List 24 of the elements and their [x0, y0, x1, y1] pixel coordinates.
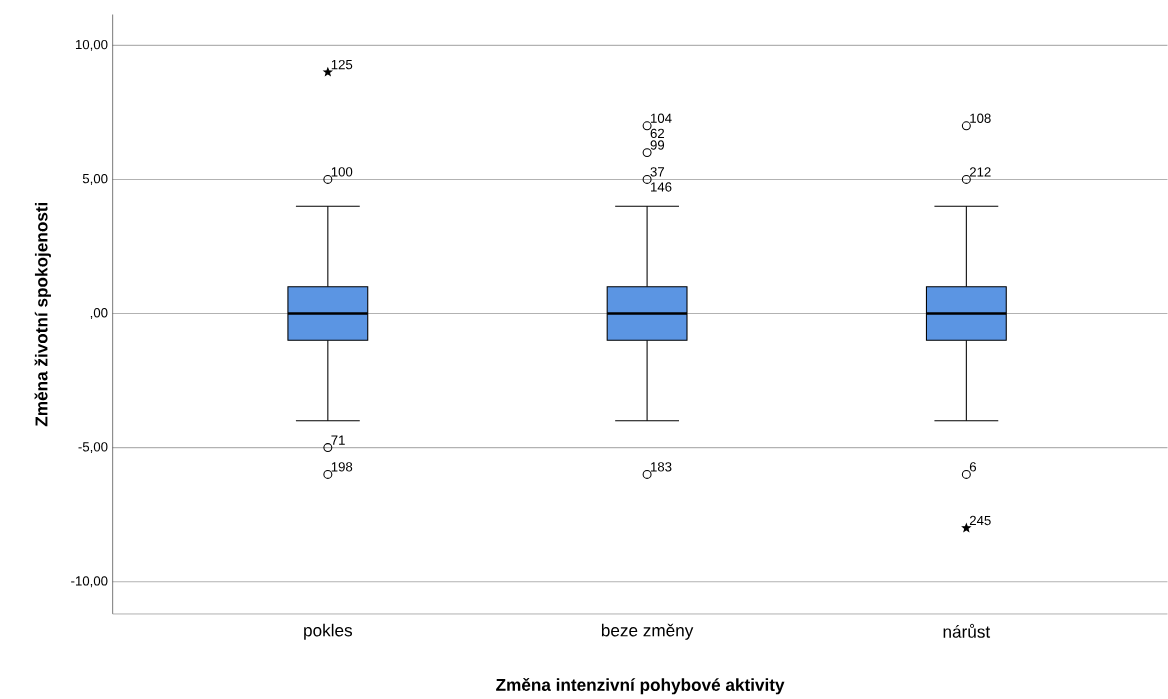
annotation: 245	[969, 515, 991, 526]
annotation: 6	[969, 462, 977, 472]
y-axis-title: Změna životní spokojenosti	[34, 203, 51, 427]
annotation: 71	[331, 435, 345, 445]
annotation: 212	[969, 167, 991, 177]
y-tick-label: 5,00	[82, 174, 108, 186]
x-tick-label: beze změny	[601, 623, 694, 640]
annotation: 125	[331, 60, 353, 70]
x-tick-label: nárůst	[943, 623, 991, 638]
annotation: 99	[650, 140, 665, 150]
annotation: 37	[650, 167, 665, 177]
annotation: 104	[651, 113, 672, 124]
y-tick-label: -5,00	[78, 442, 108, 454]
annotation: 100	[331, 167, 353, 177]
y-tick-label: 10,00	[75, 40, 108, 51]
y-tick-label: -10,00	[71, 576, 108, 588]
x-tick-label: pokles	[304, 623, 353, 640]
annotation: 146	[651, 182, 672, 192]
annotation: 198	[331, 462, 353, 472]
y-tick-label: ,00	[90, 308, 108, 320]
annotation: 62	[650, 128, 665, 139]
x-axis-title: Změna intenzivní pohybové aktivity	[496, 678, 785, 695]
annotation: 108	[970, 113, 991, 124]
annotation: 183	[651, 462, 672, 472]
